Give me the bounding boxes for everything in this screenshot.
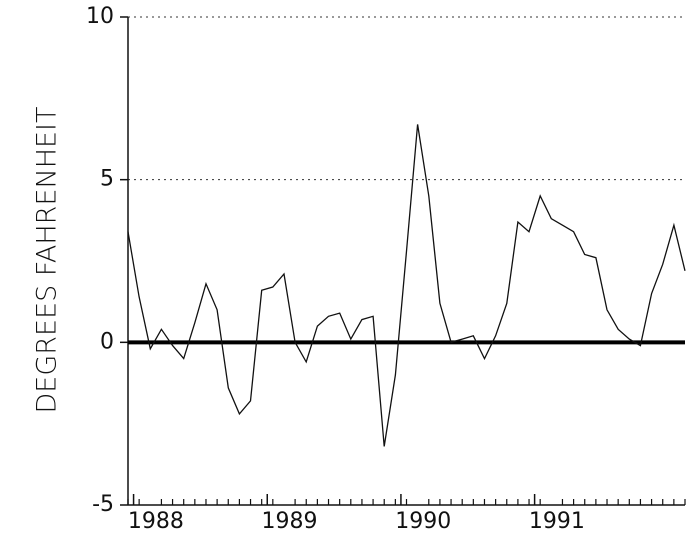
y-axis-label: DEGREES FAHRENHEIT	[32, 106, 63, 413]
y-tick-label: 5	[100, 167, 114, 192]
x-tick-label: 1989	[262, 509, 318, 534]
y-tick-label: 10	[86, 4, 114, 29]
x-tick-label: 1991	[529, 509, 585, 534]
data-line	[127, 124, 686, 447]
y-tick-label: 0	[100, 329, 114, 354]
y-tick-label: -5	[92, 492, 114, 517]
x-tick-label: 1988	[128, 509, 184, 534]
x-tick-label: 1990	[395, 509, 451, 534]
